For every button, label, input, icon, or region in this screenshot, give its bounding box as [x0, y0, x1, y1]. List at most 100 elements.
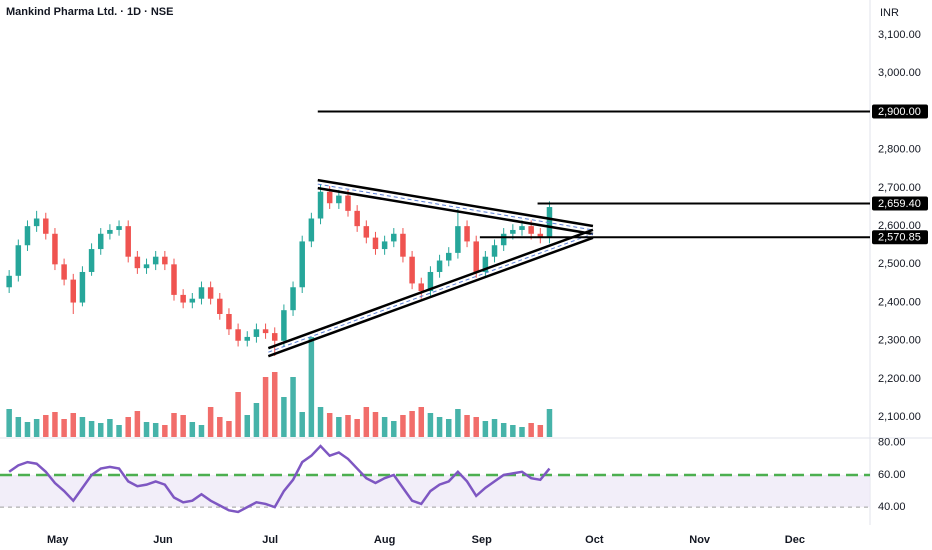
- candle-body: [372, 237, 379, 250]
- trendline: [317, 178, 594, 228]
- volume-bar: [97, 423, 104, 437]
- volume-bar: [43, 415, 49, 437]
- volume-bar: [445, 419, 452, 437]
- candle-body: [24, 226, 31, 246]
- volume-bar: [546, 409, 553, 437]
- volume-bar: [180, 415, 186, 437]
- volume-bar: [134, 411, 141, 437]
- candle-body: [363, 226, 370, 238]
- y-tick-label: 3,000.00: [878, 67, 921, 79]
- y-tick-label: 2,400.00: [878, 296, 921, 308]
- trendline: [317, 186, 594, 236]
- candle-body: [271, 333, 278, 341]
- candle-body: [226, 313, 232, 330]
- y-tick-label: 2,600.00: [878, 220, 921, 232]
- volume-bar: [116, 425, 122, 437]
- candle-body: [79, 271, 86, 303]
- volume-bar: [354, 419, 360, 437]
- x-tick-label: May: [47, 534, 69, 546]
- candle-body: [88, 249, 95, 272]
- candle-body: [418, 283, 425, 292]
- volume-bar: [88, 421, 95, 437]
- volume-bar: [363, 407, 370, 437]
- candle-body: [519, 226, 525, 230]
- candle-body: [198, 287, 205, 299]
- trendline: [267, 236, 594, 358]
- candle-body: [15, 245, 22, 276]
- candle-body: [107, 229, 113, 234]
- level-label: 2,570.85: [878, 232, 921, 244]
- candle-body: [70, 279, 77, 303]
- volume-bar: [6, 409, 12, 437]
- volume-bar: [61, 419, 67, 437]
- volume-bar: [519, 427, 525, 437]
- volume-bar: [15, 417, 22, 437]
- rsi-tick-label: 80.00: [878, 437, 906, 449]
- volume-bar: [537, 425, 544, 437]
- volume-bar: [70, 413, 77, 437]
- y-tick-label: 2,200.00: [878, 373, 921, 385]
- level-label: 2,659.40: [878, 198, 921, 210]
- volume-bar: [326, 413, 333, 437]
- x-tick-label: Jul: [262, 534, 278, 546]
- candle-body: [326, 191, 333, 204]
- volume-bar: [235, 392, 241, 437]
- candle-body: [528, 226, 534, 234]
- candle-body: [180, 294, 186, 303]
- volume-bar: [336, 417, 342, 437]
- y-tick-label: 2,100.00: [878, 411, 921, 423]
- volume-bar: [464, 415, 470, 437]
- x-tick-label: Jun: [153, 534, 173, 546]
- volume-bar: [189, 422, 196, 437]
- candle-body: [125, 226, 131, 257]
- volume-bar: [125, 417, 131, 437]
- volume-bar: [33, 419, 40, 437]
- candle-body: [97, 233, 104, 250]
- volume-bar: [171, 413, 177, 437]
- candle-body: [391, 233, 397, 242]
- volume-bar: [345, 415, 351, 437]
- candle-body: [116, 226, 122, 230]
- level-label-box: [872, 104, 928, 119]
- volume-bar: [262, 377, 269, 437]
- candle-body: [473, 241, 479, 272]
- candle-body: [336, 195, 342, 204]
- candle-body: [162, 256, 168, 265]
- candle-body: [61, 264, 67, 280]
- candle-body: [152, 256, 159, 265]
- volume-bar: [308, 337, 315, 437]
- y-tick-label: 3,100.00: [878, 29, 921, 41]
- rsi-tick-label: 40.00: [878, 501, 906, 513]
- level-label: 2,900.00: [878, 106, 921, 118]
- volume-bar: [207, 407, 214, 437]
- rsi-tick-label: 60.00: [878, 469, 906, 481]
- candle-body: [6, 275, 12, 288]
- volume-bar: [381, 417, 388, 437]
- candle-body: [345, 195, 351, 211]
- candle-body: [262, 329, 269, 334]
- rsi-band: [0, 474, 870, 508]
- y-tick-label: 2,500.00: [878, 258, 921, 270]
- y-tick-label: 2,700.00: [878, 182, 921, 194]
- volume-bar: [244, 415, 251, 437]
- x-tick-label: Oct: [585, 534, 604, 546]
- volume-bar: [226, 421, 232, 437]
- trendline: [267, 228, 594, 350]
- volume-bar: [162, 425, 168, 437]
- volume-bar: [79, 417, 86, 437]
- volume-bar: [281, 397, 287, 437]
- candle-body: [308, 218, 315, 242]
- volume-bar: [198, 425, 205, 437]
- candle-body: [134, 256, 141, 269]
- x-tick-label: Sep: [472, 534, 492, 546]
- candle-body: [381, 241, 388, 250]
- candle-body: [427, 271, 434, 292]
- volume-bar: [52, 412, 58, 437]
- candle-body: [43, 218, 49, 234]
- volume-bar: [436, 417, 443, 437]
- volume-bar: [391, 421, 397, 437]
- candle-body: [317, 191, 324, 219]
- volume-bar: [500, 423, 507, 437]
